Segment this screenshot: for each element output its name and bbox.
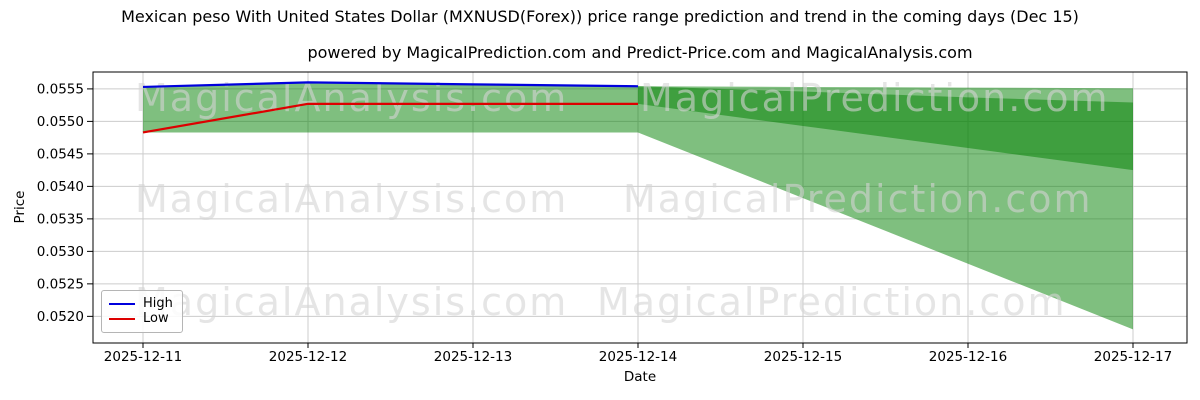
y-axis-label: Price <box>12 190 28 224</box>
legend-item-low: Low <box>109 312 175 326</box>
legend: High Low <box>101 290 183 333</box>
watermarks: MagicalAnalysis.com MagicalPrediction.com… <box>135 76 1110 324</box>
x-tick-label: 2025-12-12 <box>269 349 347 365</box>
watermark-text: MagicalPrediction.com <box>623 177 1093 221</box>
x-tick-label: 2025-12-13 <box>434 349 512 365</box>
y-tick-label: 0.0525 <box>37 276 84 292</box>
x-tick-label: 2025-12-15 <box>764 349 842 365</box>
axes-spines-and-ticks <box>87 71 1188 348</box>
prediction-fan-band <box>638 86 1133 171</box>
range-band <box>143 82 1133 330</box>
watermark-text: MagicalPrediction.com <box>597 280 1067 324</box>
watermark-text: MagicalAnalysis.com <box>135 280 568 324</box>
legend-label-low: Low <box>143 311 169 326</box>
x-tick-label: 2025-12-16 <box>929 349 1007 365</box>
y-tick-label: 0.0530 <box>37 244 84 260</box>
high-line <box>142 81 639 89</box>
low-line-swatch <box>109 318 135 320</box>
chart-title: Mexican peso With United States Dollar (… <box>121 7 1079 26</box>
y-tick-label: 0.0550 <box>37 114 84 130</box>
tick-labels: 0.0555 0.0550 0.0545 0.0540 0.0535 0.0530 0.05… <box>37 81 1172 365</box>
legend-label-high: High <box>143 296 173 311</box>
plot-border <box>92 71 1188 344</box>
y-tick-label: 0.0555 <box>37 81 84 97</box>
legend-item-high: High <box>109 297 175 311</box>
chart-subtitle: powered by MagicalPrediction.com and Pre… <box>307 43 973 62</box>
x-axis-label: Date <box>623 369 657 385</box>
watermark-text: MagicalPrediction.com <box>640 76 1110 120</box>
prediction-bands <box>143 82 1133 330</box>
x-tick-label: 2025-12-11 <box>104 349 182 365</box>
x-tick-label: 2025-12-14 <box>599 349 677 365</box>
watermark-text: MagicalAnalysis.com <box>135 177 568 221</box>
y-tick-label: 0.0545 <box>37 146 84 162</box>
x-tick-label: 2025-12-17 <box>1094 349 1172 365</box>
high-line-swatch <box>109 303 135 305</box>
low-line <box>142 102 638 134</box>
y-tick-label: 0.0520 <box>37 309 84 325</box>
y-tick-label: 0.0535 <box>37 211 84 227</box>
y-tick-label: 0.0540 <box>37 179 84 195</box>
series-lines <box>142 81 639 134</box>
